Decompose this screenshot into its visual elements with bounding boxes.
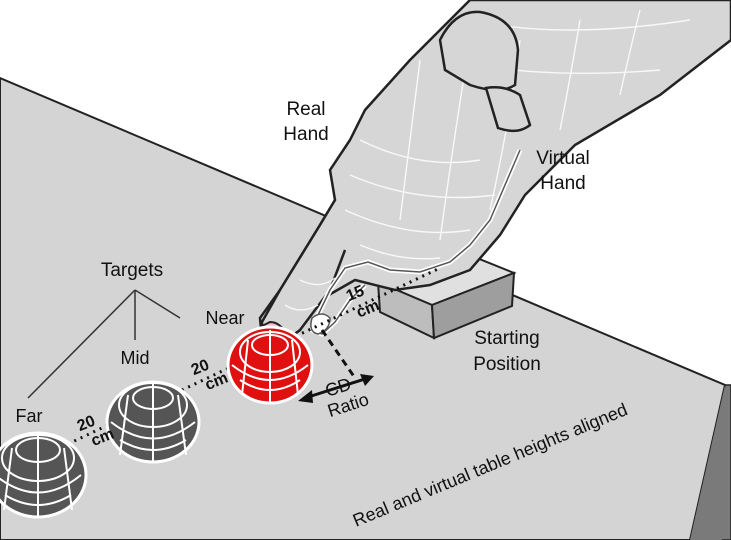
table-side-face [690, 385, 725, 540]
distance-20-far-value: 20 [75, 413, 98, 435]
target-near [226, 325, 314, 405]
target-far [0, 431, 88, 519]
starting-position-label-line2: Position [473, 354, 541, 375]
target-mid [105, 380, 201, 464]
watch [438, 10, 532, 133]
virtual-hand [308, 149, 523, 337]
far-label: Far [16, 406, 43, 426]
targets-leader-lines [27, 289, 181, 399]
real-hand [258, 0, 731, 348]
near-label: Near [205, 308, 244, 328]
starting-position-label-line1: Starting [474, 328, 539, 349]
targets-label: Targets [101, 260, 163, 281]
real-hand-label-line2: Hand [283, 124, 328, 145]
virtual-hand-label-line2: Hand [540, 173, 585, 194]
distance-15-value: 15 [344, 283, 367, 305]
real-hand-label-line1: Real [286, 99, 325, 120]
virtual-hand-label-line1: Virtual [536, 148, 590, 169]
mid-label: Mid [120, 348, 149, 368]
distance-20-near-value: 20 [189, 357, 212, 379]
